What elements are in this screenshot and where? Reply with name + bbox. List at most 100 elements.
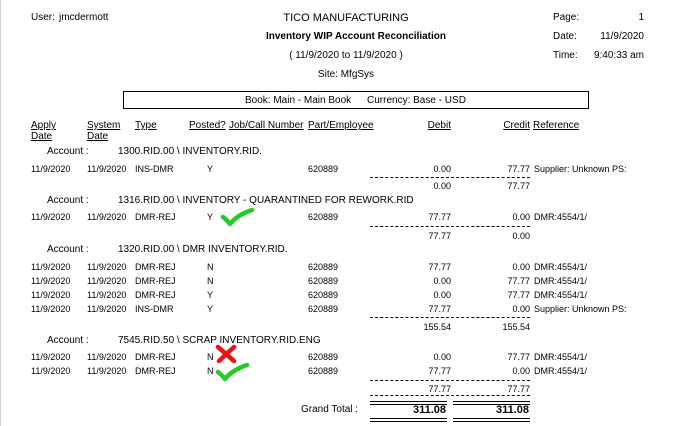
grand-total-bottom-rule [453, 418, 530, 422]
reference: Supplier: Unknown PS: [534, 304, 627, 314]
grand-total-top-rule [453, 401, 530, 405]
col-reference: Reference [533, 120, 580, 131]
txn-type: DMR-REJ [135, 262, 176, 272]
txn-type: DMR-REJ [135, 290, 176, 300]
grand-total-top-rule [370, 401, 447, 405]
col-posted: Posted? [189, 120, 226, 131]
account-name: 1320.RID.00 \ DMR INVENTORY.RID. [118, 244, 288, 255]
apply-date: 11/9/2020 [31, 276, 71, 286]
posted-flag: N [207, 352, 214, 362]
apply-date: 11/9/2020 [31, 304, 71, 314]
col-job: Job/Call Number [229, 120, 304, 131]
time-label: Time: [553, 50, 578, 61]
system-date: 11/9/2020 [87, 164, 127, 174]
user-label: User: [31, 12, 55, 23]
green-checkmark-icon [220, 207, 255, 227]
apply-date: 11/9/2020 [31, 262, 71, 272]
system-date: 11/9/2020 [87, 290, 127, 300]
account-name: 1300.RID.00 \ INVENTORY.RID. [118, 146, 262, 157]
user-name: jmcdermott [59, 12, 109, 23]
credit-amount: 0.00 [512, 304, 530, 314]
subtotal-rule [370, 395, 530, 396]
subtotal-debit: 77.77 [428, 384, 451, 394]
credit-amount: 0.00 [512, 366, 530, 376]
system-date: 11/9/2020 [87, 352, 127, 362]
col-apply-date-2: Date [31, 131, 53, 142]
credit-amount: 77.77 [507, 164, 530, 174]
credit-amount: 77.77 [507, 290, 530, 300]
green-checkmark-icon [215, 362, 250, 382]
posted-flag: Y [207, 290, 214, 300]
subtotal-credit: 77.77 [507, 181, 530, 191]
system-date: 11/9/2020 [87, 276, 127, 286]
page-number: 1 [638, 12, 644, 23]
part-number: 620889 [308, 352, 339, 362]
part-number: 620889 [308, 304, 339, 314]
apply-date: 11/9/2020 [31, 366, 71, 376]
credit-amount: 0.00 [512, 212, 530, 222]
col-apply-date-1: Apply [31, 120, 57, 131]
date-range: ( 11/9/2020 to 11/9/2020 ) [289, 50, 403, 61]
posted-flag: N [207, 262, 214, 272]
company-name: TICO MANUFACTURING [283, 12, 409, 24]
book-name: Book: Main - Main Book [245, 95, 352, 106]
col-system-date-1: System [87, 120, 121, 131]
system-date: 11/9/2020 [87, 212, 127, 222]
account-label: Account : [47, 244, 89, 255]
debit-amount: 77.77 [428, 212, 451, 222]
reference: DMR:4554/1/ [534, 366, 588, 376]
col-type: Type [135, 120, 157, 131]
red-x-icon [215, 344, 237, 364]
subtotal-credit: 0.00 [512, 231, 530, 241]
debit-amount: 77.77 [428, 366, 451, 376]
reference: DMR:4554/1/ [534, 212, 588, 222]
posted-flag: Y [207, 212, 214, 222]
grand-total-bottom-rule [370, 418, 447, 422]
date-label: Date: [553, 31, 577, 42]
reference: DMR:4554/1/ [534, 262, 588, 272]
debit-amount: 0.00 [433, 164, 451, 174]
part-number: 620889 [308, 366, 339, 376]
part-number: 620889 [308, 290, 339, 300]
system-date: 11/9/2020 [87, 262, 127, 272]
part-number: 620889 [308, 164, 339, 174]
account-label: Account : [47, 195, 89, 206]
subtotal-rule [370, 226, 530, 227]
apply-date: 11/9/2020 [31, 290, 71, 300]
debit-amount: 77.77 [428, 262, 451, 272]
posted-flag: N [207, 366, 214, 376]
txn-type: DMR-REJ [135, 276, 176, 286]
book-box [123, 91, 589, 109]
reference: DMR:4554/1/ [534, 276, 588, 286]
subtotal-credit: 77.77 [507, 384, 530, 394]
reference: DMR:4554/1/ [534, 352, 588, 362]
credit-amount: 0.00 [512, 262, 530, 272]
col-credit: Credit [503, 120, 530, 131]
report-time: 9:40:33 am [593, 50, 644, 61]
grand-total-credit: 311.08 [495, 404, 529, 416]
grand-total-debit: 311.08 [412, 404, 446, 416]
txn-type: DMR-REJ [135, 366, 176, 376]
debit-amount: 0.00 [433, 352, 451, 362]
txn-type: INS-DMR [135, 304, 174, 314]
account-label: Account : [47, 146, 89, 157]
system-date: 11/9/2020 [87, 304, 127, 314]
subtotal-credit: 155.54 [502, 322, 530, 332]
grand-total-label: Grand Total : [301, 404, 359, 415]
credit-amount: 77.77 [507, 352, 530, 362]
txn-type: DMR-REJ [135, 352, 176, 362]
site: Site: MfgSys [317, 69, 375, 80]
debit-amount: 0.00 [433, 290, 451, 300]
apply-date: 11/9/2020 [31, 352, 71, 362]
debit-amount: 0.00 [433, 276, 451, 286]
col-part: Part/Employee [308, 120, 374, 131]
subtotal-debit: 77.77 [428, 231, 451, 241]
reference: Supplier: Unknown PS: [534, 164, 627, 174]
subtotal-rule [370, 317, 530, 318]
reference: DMR:4554/1/ [534, 290, 588, 300]
subtotal-rule [370, 380, 530, 381]
col-debit: Debit [427, 120, 451, 131]
posted-flag: Y [207, 304, 214, 314]
col-system-date-2: Date [87, 131, 109, 142]
